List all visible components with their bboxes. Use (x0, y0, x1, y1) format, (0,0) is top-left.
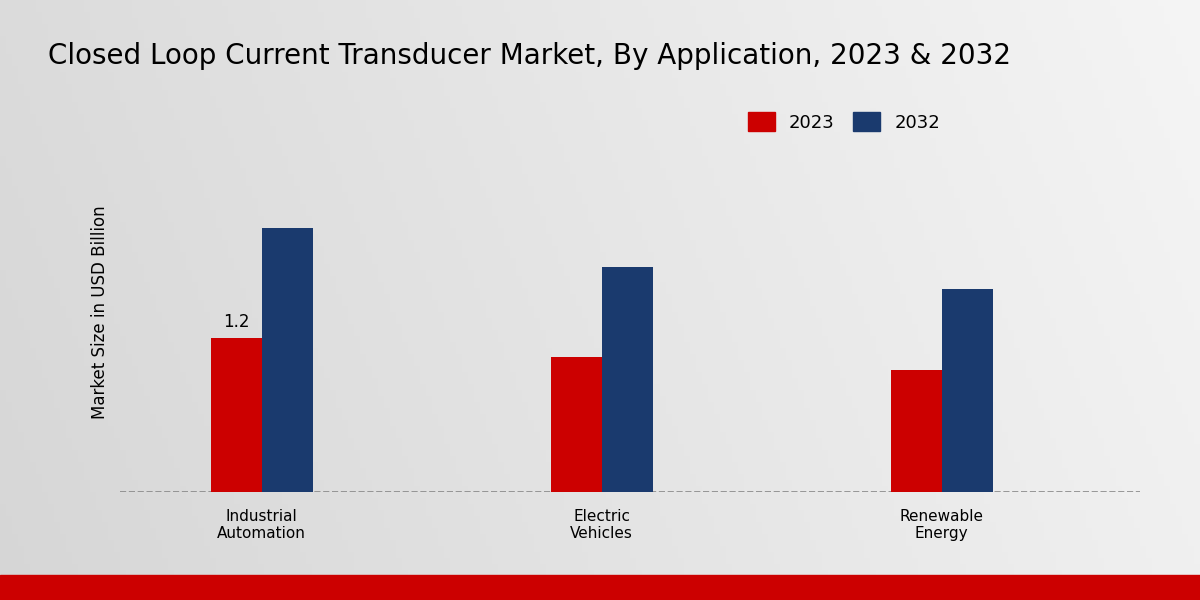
Bar (0, 575, 1200, 600)
Bar (211, 338, 262, 492)
Text: Closed Loop Current Transducer Market, By Application, 2023 & 2032: Closed Loop Current Transducer Market, B… (48, 42, 1010, 70)
Bar (942, 289, 992, 492)
Text: 1.2: 1.2 (223, 313, 250, 331)
Bar (601, 267, 653, 492)
Bar (551, 357, 601, 492)
Legend: 2023, 2032: 2023, 2032 (740, 105, 947, 139)
Bar (262, 229, 313, 492)
Bar (890, 370, 942, 492)
Y-axis label: Market Size in USD Billion: Market Size in USD Billion (91, 205, 109, 419)
